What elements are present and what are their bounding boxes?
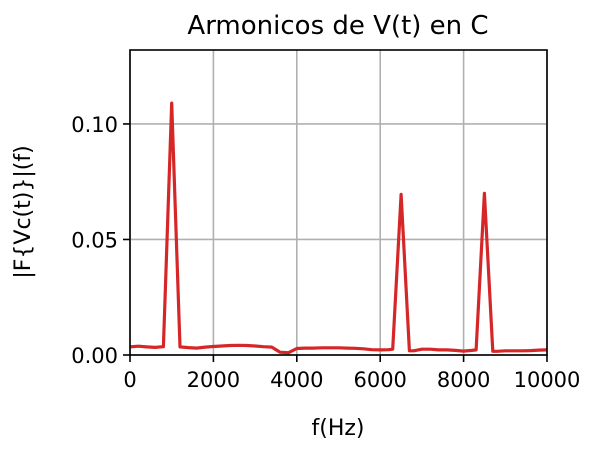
- y-axis-label: |F{Vc(t)}|(f): [11, 145, 36, 278]
- series-line: [130, 101, 547, 355]
- x-tick-label: 6000: [353, 368, 406, 392]
- plot-frame: [129, 49, 548, 356]
- y-tick-label: 0.10: [71, 113, 118, 137]
- y-tick-label: 0.05: [71, 228, 118, 252]
- x-tick-label: 4000: [270, 368, 323, 392]
- x-tick-label: 2000: [187, 368, 240, 392]
- x-tick-label: 0: [123, 368, 136, 392]
- y-axis: 0.00 0.05 0.10: [71, 113, 130, 368]
- series-layer: [130, 101, 547, 355]
- x-tick-label: 8000: [437, 368, 490, 392]
- chart-title: Armonicos de V(t) en C: [187, 11, 488, 41]
- y-tick-label: 0.00: [71, 344, 118, 368]
- x-tick-label: 10000: [514, 368, 581, 392]
- x-axis-label: f(Hz): [311, 416, 364, 441]
- x-axis: 0 2000 4000 6000 8000 10000: [123, 355, 580, 392]
